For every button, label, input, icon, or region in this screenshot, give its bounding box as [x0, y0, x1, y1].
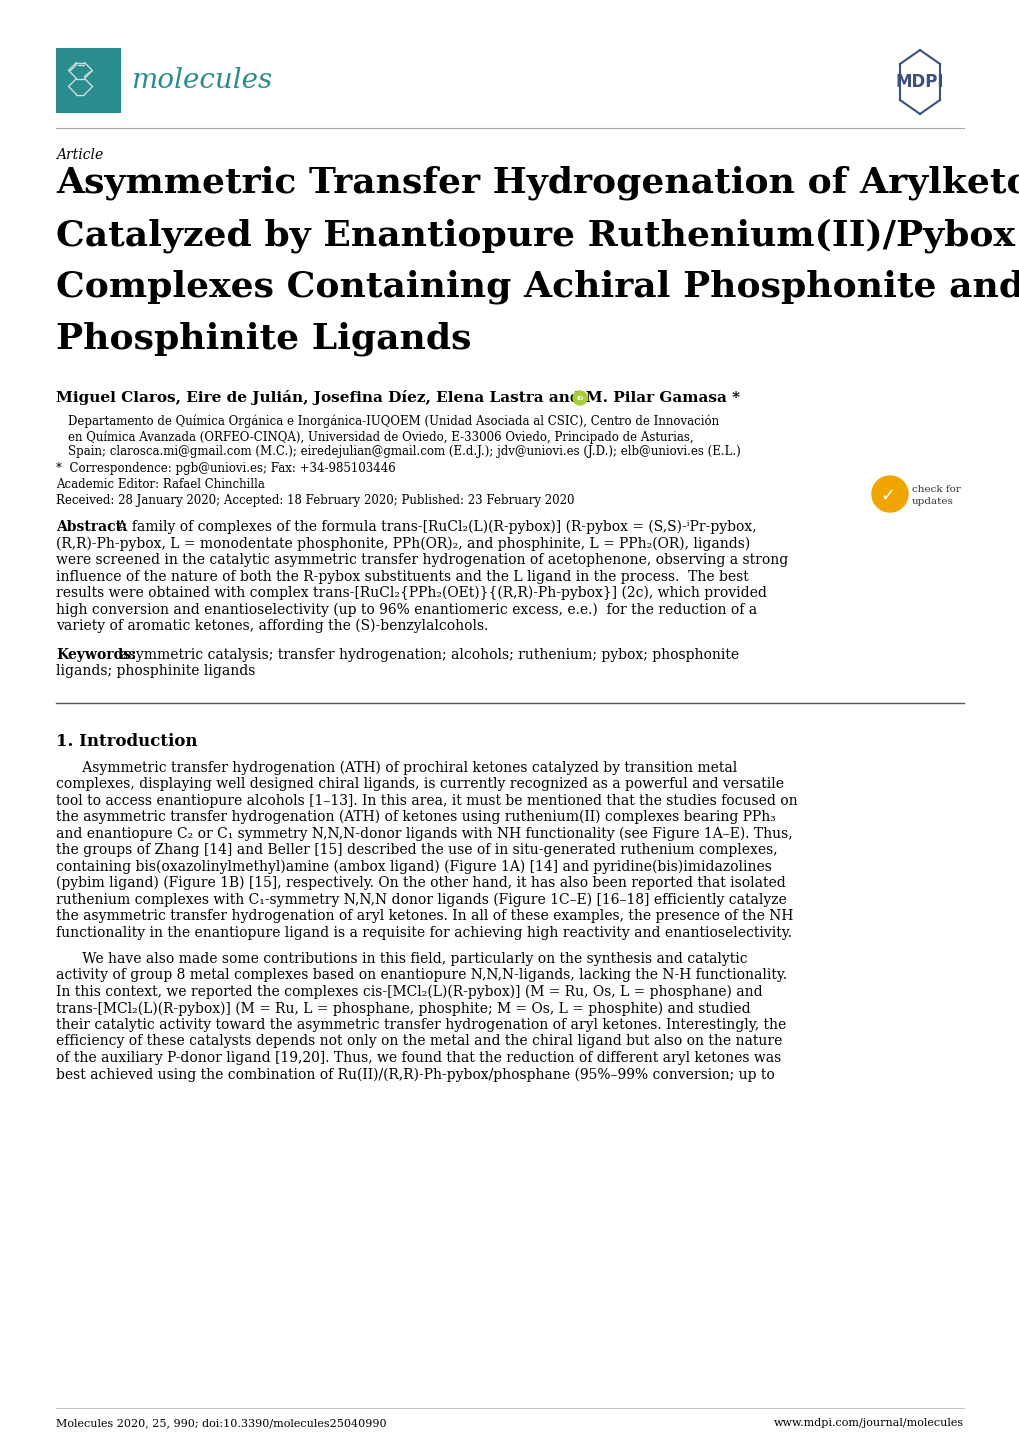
Text: high conversion and enantioselectivity (up to 96% enantiomeric excess, e.e.)  fo: high conversion and enantioselectivity (…	[56, 603, 756, 617]
Text: In this context, we reported the complexes cis-[MCl₂(L)(R-pybox)] (M = Ru, Os, L: In this context, we reported the complex…	[56, 985, 762, 999]
Text: Article: Article	[56, 149, 103, 162]
Text: were screened in the catalytic asymmetric transfer hydrogenation of acetophenone: were screened in the catalytic asymmetri…	[56, 552, 788, 567]
FancyBboxPatch shape	[56, 48, 121, 112]
Text: Miguel Claros, Eire de Julián, Josefina Díez, Elena Lastra and M. Pilar Gamasa *: Miguel Claros, Eire de Julián, Josefina …	[56, 389, 739, 405]
Text: check for: check for	[911, 485, 960, 493]
Text: complexes, displaying well designed chiral ligands, is currently recognized as a: complexes, displaying well designed chir…	[56, 777, 784, 792]
Circle shape	[871, 476, 907, 512]
Text: (pybim ligand) (Figure 1B) [15], respectively. On the other hand, it has also be: (pybim ligand) (Figure 1B) [15], respect…	[56, 875, 785, 890]
Text: their catalytic activity toward the asymmetric transfer hydrogenation of aryl ke: their catalytic activity toward the asym…	[56, 1018, 786, 1032]
Circle shape	[573, 391, 586, 405]
Text: variety of aromatic ketones, affording the (S)-benzylalcohols.: variety of aromatic ketones, affording t…	[56, 619, 488, 633]
Text: en Química Avanzada (ORFEO-CINQA), Universidad de Oviedo, E-33006 Oviedo, Princi: en Química Avanzada (ORFEO-CINQA), Unive…	[68, 430, 693, 444]
Text: www.mdpi.com/journal/molecules: www.mdpi.com/journal/molecules	[773, 1417, 963, 1428]
Text: 1. Introduction: 1. Introduction	[56, 733, 198, 750]
Text: the asymmetric transfer hydrogenation of aryl ketones. In all of these examples,: the asymmetric transfer hydrogenation of…	[56, 908, 793, 923]
Text: activity of group 8 metal complexes based on enantiopure N,N,N-ligands, lacking : activity of group 8 metal complexes base…	[56, 969, 787, 982]
Text: Asymmetric transfer hydrogenation (ATH) of prochiral ketones catalyzed by transi: Asymmetric transfer hydrogenation (ATH) …	[56, 760, 737, 774]
Text: tool to access enantiopure alcohols [1–13]. In this area, it must be mentioned t: tool to access enantiopure alcohols [1–1…	[56, 793, 797, 808]
Text: efficiency of these catalysts depends not only on the metal and the chiral ligan: efficiency of these catalysts depends no…	[56, 1034, 782, 1048]
Text: MDPI: MDPI	[895, 74, 944, 91]
Text: Abstract:: Abstract:	[56, 521, 127, 534]
Text: containing bis(oxazolinylmethyl)amine (ambox ligand) (Figure 1A) [14] and pyridi: containing bis(oxazolinylmethyl)amine (a…	[56, 859, 771, 874]
Text: A family of complexes of the formula trans-[RuCl₂(L)(R-pybox)] (R-pybox = (S,S)-: A family of complexes of the formula tra…	[113, 521, 756, 535]
Text: Academic Editor: Rafael Chinchilla: Academic Editor: Rafael Chinchilla	[56, 477, 265, 490]
Text: Asymmetric Transfer Hydrogenation of Arylketones: Asymmetric Transfer Hydrogenation of Ary…	[56, 166, 1019, 200]
Text: Spain; clarosca.mi@gmail.com (M.C.); eiredejulian@gmail.com (E.d.J.); jdv@uniovi: Spain; clarosca.mi@gmail.com (M.C.); eir…	[68, 446, 740, 459]
Text: We have also made some contributions in this field, particularly on the synthesi: We have also made some contributions in …	[56, 952, 747, 966]
Text: Complexes Containing Achiral Phosphonite and: Complexes Containing Achiral Phosphonite…	[56, 270, 1019, 304]
Text: (R,R)-Ph-pybox, L = monodentate phosphonite, PPh(OR)₂, and phosphinite, L = PPh₂: (R,R)-Ph-pybox, L = monodentate phosphon…	[56, 536, 750, 551]
Text: results were obtained with complex trans-[RuCl₂{PPh₂(OEt)}{(R,R)-Ph-pybox}] (2c): results were obtained with complex trans…	[56, 585, 766, 600]
Text: the asymmetric transfer hydrogenation (ATH) of ketones using ruthenium(II) compl: the asymmetric transfer hydrogenation (A…	[56, 810, 775, 825]
Text: molecules: molecules	[130, 66, 272, 94]
Text: ruthenium complexes with C₁-symmetry N,N,N donor ligands (Figure 1C–E) [16–18] e: ruthenium complexes with C₁-symmetry N,N…	[56, 893, 786, 907]
Text: *  Correspondence: pgb@uniovi.es; Fax: +34-985103446: * Correspondence: pgb@uniovi.es; Fax: +3…	[56, 461, 395, 474]
Text: of the auxiliary P-donor ligand [19,20]. Thus, we found that the reduction of di: of the auxiliary P-donor ligand [19,20].…	[56, 1051, 781, 1066]
Text: updates: updates	[911, 497, 953, 506]
Text: ligands; phosphinite ligands: ligands; phosphinite ligands	[56, 663, 255, 678]
Text: iD: iD	[576, 395, 583, 401]
Text: Departamento de Química Orgánica e Inorgánica-IUQOEM (Unidad Asociada al CSIC), : Departamento de Química Orgánica e Inorg…	[68, 415, 718, 428]
Text: Keywords:: Keywords:	[56, 647, 137, 662]
Text: ✓: ✓	[879, 487, 895, 505]
Text: Catalyzed by Enantiopure Ruthenium(II)/Pybox: Catalyzed by Enantiopure Ruthenium(II)/P…	[56, 218, 1014, 252]
Text: trans-[MCl₂(L)(R-pybox)] (M = Ru, L = phosphane, phosphite; M = Os, L = phosphit: trans-[MCl₂(L)(R-pybox)] (M = Ru, L = ph…	[56, 1002, 750, 1017]
Text: the groups of Zhang [14] and Beller [15] described the use of in situ-generated : the groups of Zhang [14] and Beller [15]…	[56, 844, 776, 857]
Text: functionality in the enantiopure ligand is a requisite for achieving high reacti: functionality in the enantiopure ligand …	[56, 926, 791, 940]
Text: Received: 28 January 2020; Accepted: 18 February 2020; Published: 23 February 20: Received: 28 January 2020; Accepted: 18 …	[56, 495, 574, 508]
Text: Molecules 2020, 25, 990; doi:10.3390/molecules25040990: Molecules 2020, 25, 990; doi:10.3390/mol…	[56, 1417, 386, 1428]
Text: influence of the nature of both the R-pybox substituents and the L ligand in the: influence of the nature of both the R-py…	[56, 570, 748, 584]
Text: best achieved using the combination of Ru(II)/(R,R)-Ph-pybox/phosphane (95%–99% : best achieved using the combination of R…	[56, 1067, 774, 1082]
Text: asymmetric catalysis; transfer hydrogenation; alcohols; ruthenium; pybox; phosph: asymmetric catalysis; transfer hydrogena…	[116, 647, 739, 662]
Text: Phosphinite Ligands: Phosphinite Ligands	[56, 322, 471, 356]
Text: and enantiopure C₂ or C₁ symmetry N,N,N-donor ligands with NH functionality (see: and enantiopure C₂ or C₁ symmetry N,N,N-…	[56, 826, 792, 841]
